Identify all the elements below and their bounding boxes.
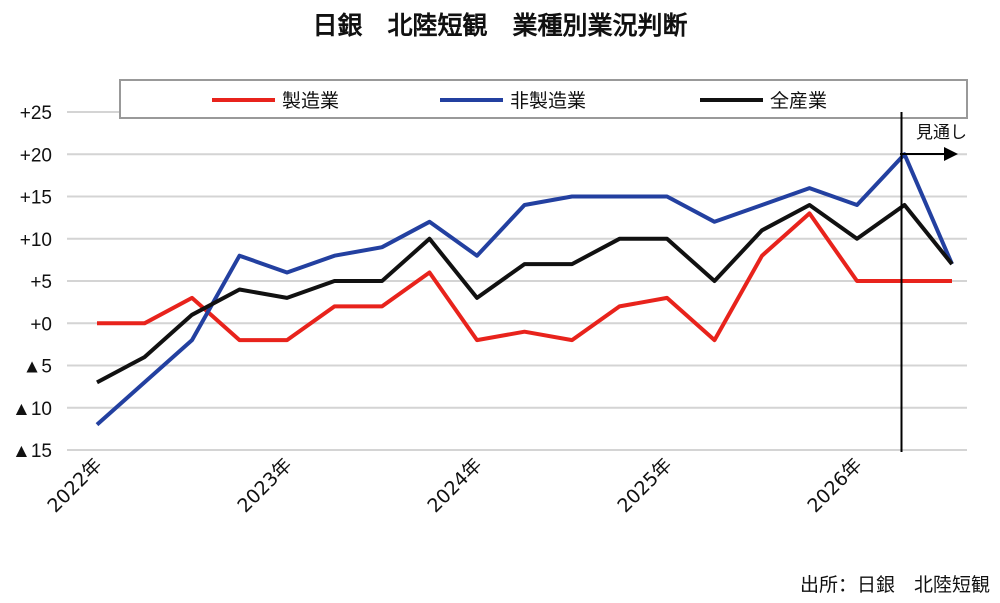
chart-title: 日銀 北陸短観 業種別業況判断 bbox=[312, 11, 687, 40]
y-tick-label: +5 bbox=[30, 272, 52, 293]
y-axis-tick-labels: +25 +20 +15 +10 +5 +0 ▲5 ▲10 ▲15 bbox=[12, 103, 52, 462]
source-note: 出所：日銀 北陸短観 bbox=[800, 574, 990, 596]
y-tick-label: +0 bbox=[30, 314, 52, 335]
series-line-2 bbox=[96, 203, 954, 385]
x-tick-label: 2022年 bbox=[43, 454, 106, 517]
series-line-0 bbox=[97, 211, 952, 343]
forecast-arrow-icon bbox=[900, 147, 958, 161]
legend-label: 非製造業 bbox=[510, 90, 586, 112]
y-tick-label: ▲10 bbox=[12, 399, 52, 420]
y-tick-label: +10 bbox=[20, 230, 52, 251]
x-axis-tick-labels: 2022年 2023年 2024年 2025年 2026年 bbox=[43, 454, 866, 517]
legend: 製造業 非製造業 全産業 bbox=[119, 79, 968, 119]
y-tick-label: +15 bbox=[20, 188, 52, 209]
x-tick-label: 2024年 bbox=[423, 454, 486, 517]
x-tick-label: 2026年 bbox=[803, 454, 866, 517]
legend-label: 製造業 bbox=[282, 90, 339, 112]
y-tick-label: ▲5 bbox=[23, 357, 52, 378]
series-lines bbox=[95, 152, 954, 427]
forecast-annotation: 見通し bbox=[916, 123, 967, 143]
gridlines bbox=[67, 111, 967, 451]
y-tick-label: +20 bbox=[20, 145, 52, 166]
y-tick-label: ▲15 bbox=[12, 441, 52, 462]
x-tick-label: 2023年 bbox=[233, 454, 296, 517]
x-tick-label: 2025年 bbox=[613, 454, 676, 517]
y-tick-label: +25 bbox=[20, 103, 52, 124]
legend-label: 全産業 bbox=[770, 90, 827, 112]
legend-box bbox=[119, 79, 968, 119]
series-line-1 bbox=[95, 152, 954, 427]
